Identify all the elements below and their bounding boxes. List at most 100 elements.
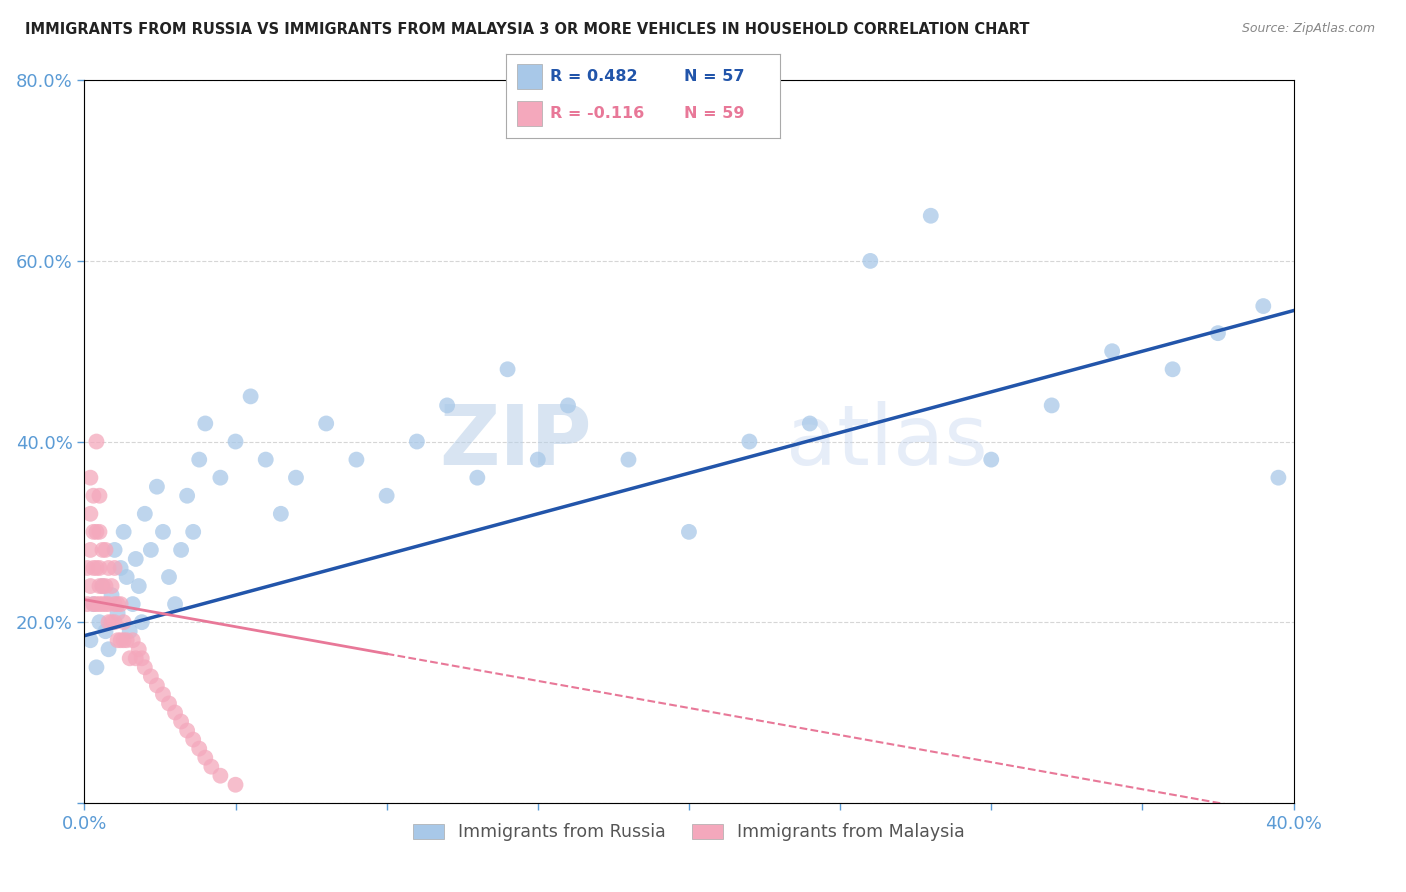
Point (79, 579, 101, 593)
Point (170, 542, 193, 557)
Point (82, 597, 104, 611)
Point (79, 633, 101, 648)
Point (406, 434, 429, 449)
Point (239, 389, 262, 403)
Point (134, 507, 156, 521)
Point (467, 471, 489, 485)
Point (91, 579, 114, 593)
Point (165, 706, 187, 720)
Text: atlas: atlas (786, 401, 987, 482)
Point (94, 542, 117, 557)
Point (131, 651, 153, 665)
Point (1101, 344, 1123, 359)
Point (94, 597, 117, 611)
Point (89, 489, 111, 503)
Text: N = 59: N = 59 (685, 106, 745, 121)
Point (1161, 362, 1184, 376)
Point (176, 489, 198, 503)
Point (157, 570, 180, 584)
Point (436, 398, 458, 412)
Point (799, 417, 821, 431)
Point (980, 452, 1002, 467)
Point (315, 417, 337, 431)
Point (617, 452, 640, 467)
Point (225, 434, 247, 449)
Point (91, 579, 114, 593)
Text: R = -0.116: R = -0.116 (550, 106, 644, 121)
Point (557, 398, 579, 412)
Point (86, 561, 108, 575)
Point (112, 524, 135, 539)
Point (76, 597, 98, 611)
Point (100, 588, 122, 602)
Point (181, 524, 204, 539)
Point (128, 579, 150, 593)
Bar (517, 63, 541, 89)
Point (89, 615, 111, 630)
Point (79, 471, 101, 485)
Point (209, 769, 232, 783)
Point (91, 542, 114, 557)
Text: ZIP: ZIP (440, 401, 592, 482)
Point (76, 561, 98, 575)
Point (1206, 326, 1229, 340)
Point (110, 597, 132, 611)
Point (139, 542, 162, 557)
Point (118, 624, 141, 639)
Point (225, 778, 247, 792)
Point (139, 669, 162, 683)
Point (181, 732, 204, 747)
Point (82, 597, 104, 611)
Point (112, 615, 135, 630)
Point (107, 633, 129, 648)
Point (94, 579, 117, 593)
Point (121, 597, 143, 611)
Point (738, 434, 761, 449)
Point (188, 741, 211, 756)
Point (146, 480, 169, 494)
Y-axis label: 3 or more Vehicles in Household: 3 or more Vehicles in Household (0, 318, 1, 566)
Point (496, 362, 519, 376)
Point (79, 507, 101, 521)
Point (110, 633, 132, 648)
Point (112, 633, 135, 648)
Point (97, 561, 120, 575)
Point (254, 452, 277, 467)
Point (194, 750, 217, 764)
Point (100, 615, 122, 630)
Point (82, 524, 104, 539)
Point (146, 678, 169, 692)
Point (134, 660, 156, 674)
Point (176, 723, 198, 738)
Point (89, 579, 111, 593)
Point (79, 542, 101, 557)
Point (97, 642, 120, 657)
Point (86, 660, 108, 674)
Point (115, 633, 138, 648)
Point (91, 597, 114, 611)
Point (200, 760, 222, 774)
Point (1040, 398, 1063, 412)
Point (89, 597, 111, 611)
Point (115, 570, 138, 584)
Point (97, 615, 120, 630)
Legend: Immigrants from Russia, Immigrants from Malaysia: Immigrants from Russia, Immigrants from … (406, 816, 972, 848)
Point (104, 597, 127, 611)
Point (110, 561, 132, 575)
Point (375, 489, 398, 503)
Point (678, 524, 700, 539)
Point (82, 489, 104, 503)
Point (188, 452, 211, 467)
Text: IMMIGRANTS FROM RUSSIA VS IMMIGRANTS FROM MALAYSIA 3 OR MORE VEHICLES IN HOUSEHO: IMMIGRANTS FROM RUSSIA VS IMMIGRANTS FRO… (25, 22, 1029, 37)
Point (118, 651, 141, 665)
Point (104, 561, 127, 575)
Point (527, 452, 550, 467)
Point (104, 615, 127, 630)
Point (94, 624, 117, 639)
Point (86, 524, 108, 539)
Point (125, 552, 148, 566)
Point (131, 615, 153, 630)
Point (100, 579, 122, 593)
Point (82, 561, 104, 575)
Point (194, 417, 217, 431)
